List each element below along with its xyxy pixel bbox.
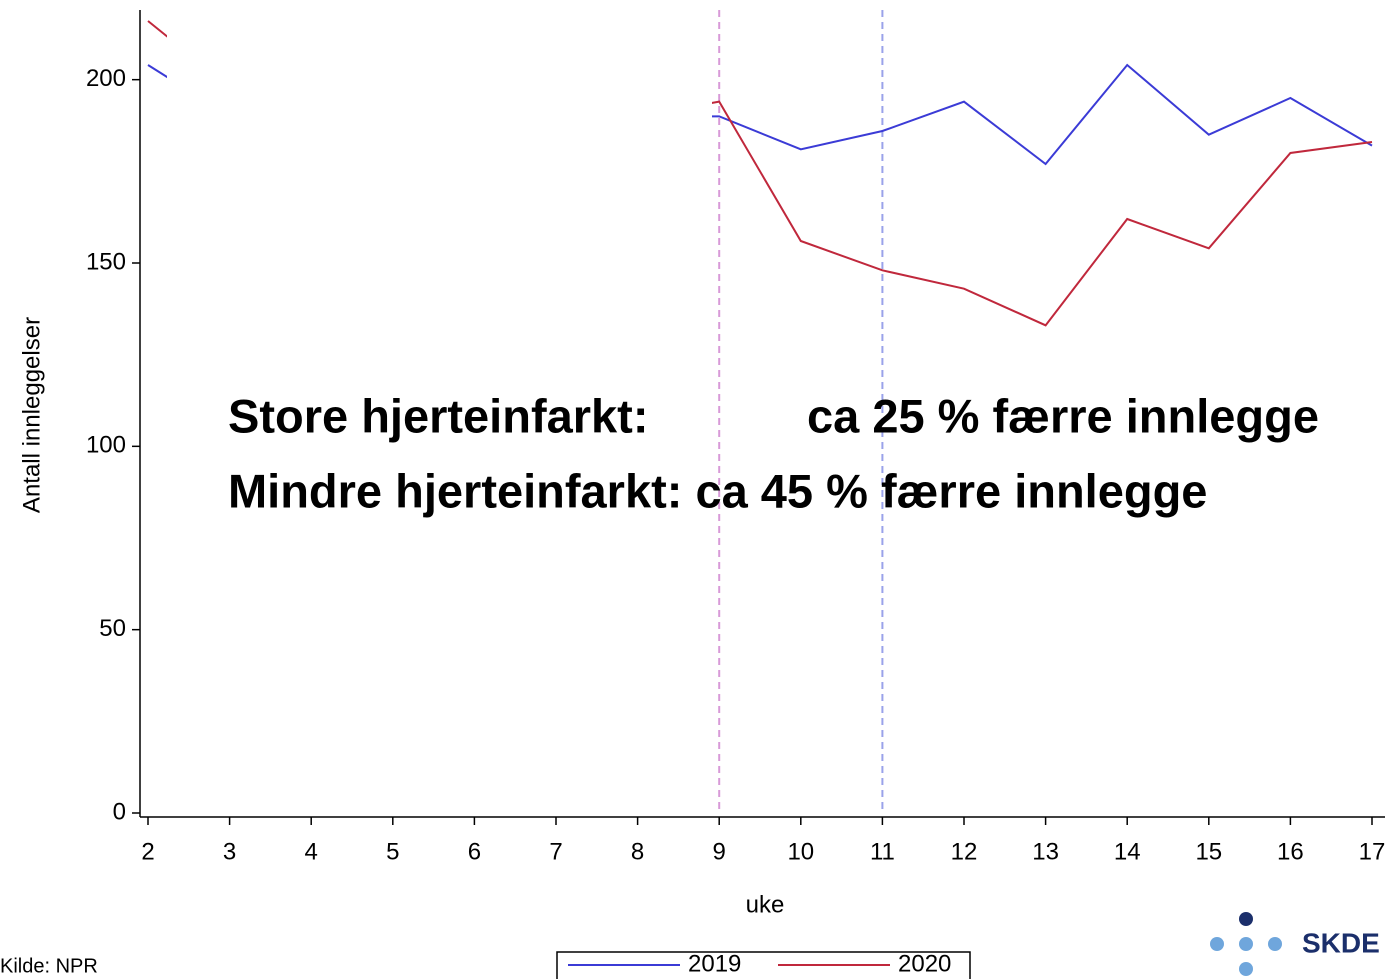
x-tick-label: 16 xyxy=(1277,838,1304,865)
x-tick-label: 8 xyxy=(631,838,644,865)
x-tick-label: 7 xyxy=(549,838,562,865)
legend-label: 2020 xyxy=(898,950,951,977)
source: Kilde: NPR xyxy=(0,955,98,977)
x-tick-label: 2 xyxy=(141,838,154,865)
x-tick-label: 11 xyxy=(870,838,895,865)
x-tick-label: 10 xyxy=(787,838,814,865)
x-tick-label: 15 xyxy=(1195,838,1222,865)
x-tick-label: 9 xyxy=(713,838,726,865)
logo-dot xyxy=(1239,912,1253,926)
logo-text: SKDE xyxy=(1302,927,1380,958)
logo-dot xyxy=(1239,937,1253,951)
x-tick-label: 17 xyxy=(1359,838,1386,865)
y-tick-label: 200 xyxy=(86,65,126,92)
logo: SKDE xyxy=(1210,912,1380,976)
logo-dot xyxy=(1210,937,1224,951)
y-axis-label: Antall innleggelser xyxy=(18,317,45,513)
x-tick-label: 5 xyxy=(386,838,399,865)
annotation: ca 25 % færre innlegge xyxy=(807,389,1319,442)
annotation: Mindre hjerteinfarkt: ca 45 % færre innl… xyxy=(228,464,1207,517)
legend-label: 2019 xyxy=(688,950,741,977)
logo-dot xyxy=(1239,962,1253,976)
y-tick-label: 100 xyxy=(86,432,126,459)
x-tick-label: 14 xyxy=(1114,838,1141,865)
y-tick-label: 150 xyxy=(86,248,126,275)
x-axis-label: uke xyxy=(746,891,785,918)
x-tick-label: 3 xyxy=(223,838,236,865)
x-tick-label: 4 xyxy=(305,838,318,865)
x-tick-label: 6 xyxy=(468,838,481,865)
x-tick-label: 13 xyxy=(1032,838,1059,865)
y-tick-label: 50 xyxy=(99,615,126,642)
annotation: Store hjerteinfarkt: xyxy=(228,389,648,442)
cover xyxy=(167,0,712,811)
y-tick-label: 0 xyxy=(113,798,126,825)
logo-dot xyxy=(1268,937,1282,951)
x-tick-label: 12 xyxy=(951,838,978,865)
